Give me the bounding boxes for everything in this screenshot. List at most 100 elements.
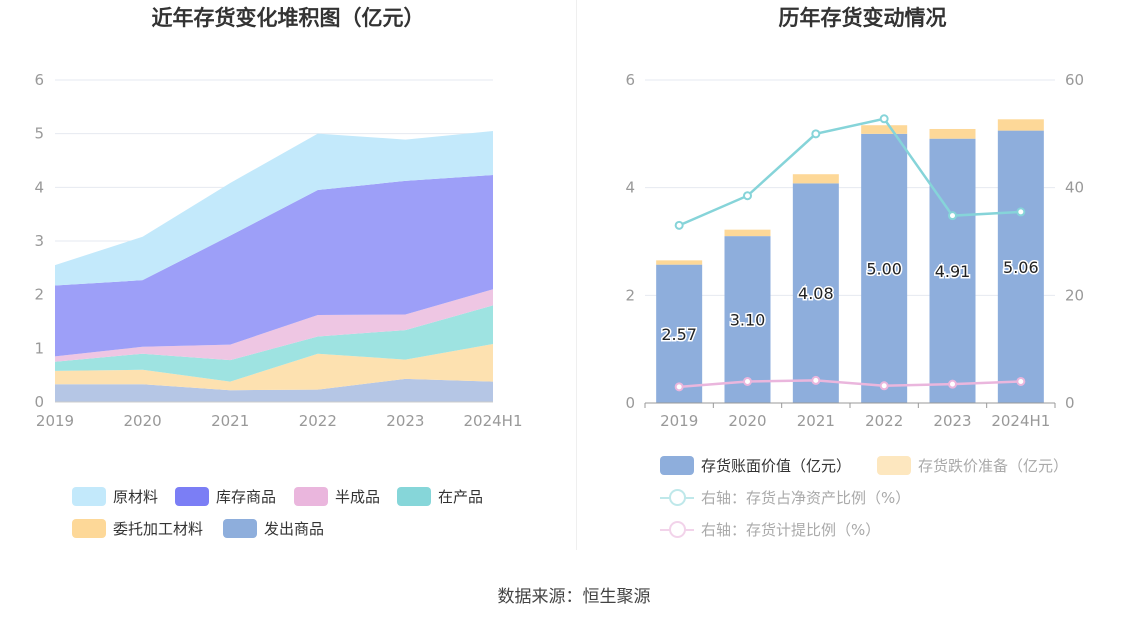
legend-wip[interactable]: 在产品 <box>397 486 483 507</box>
x-tick-label: 2022 <box>865 412 903 430</box>
point-provision <box>743 376 752 386</box>
y-tick-label: 6 <box>625 71 635 89</box>
point-provision <box>948 379 957 389</box>
y2-tick-label: 60 <box>1065 71 1084 89</box>
x-tick-label: 2024H1 <box>464 412 523 430</box>
x-tick-label: 2023 <box>386 412 424 430</box>
legend-raw-material[interactable]: 原材料 <box>72 486 158 507</box>
bar-impairment <box>861 125 908 134</box>
point-ratio <box>879 114 889 124</box>
legend-book-value[interactable]: 存货账面价值（亿元） <box>660 455 851 476</box>
x-tick-label: 2020 <box>728 412 766 430</box>
bar-data-label: 5.00 <box>866 259 902 278</box>
bar-book-value <box>792 183 839 403</box>
bar-book-value <box>724 236 771 403</box>
y-tick-label: 5 <box>34 125 44 143</box>
legend-swatch-semi-finished <box>294 487 328 506</box>
bar-data-label: 4.91 <box>935 262 971 281</box>
right-legend: 存货账面价值（亿元） 存货跌价准备（亿元） 右轴：存货占净资产比例（%） 右轴：… <box>577 0 1148 550</box>
bar-data-label: 4.08 <box>798 284 834 303</box>
legend-swatch-provision-line <box>660 520 694 539</box>
area-semi-finished <box>55 289 493 362</box>
y-tick-label: 1 <box>34 339 44 357</box>
legend-swatch-raw-material <box>72 487 106 506</box>
y-tick-label: 2 <box>625 286 635 304</box>
legend-ratio-line[interactable]: 右轴：存货占净资产比例（%） <box>660 487 910 508</box>
legend-swatch-inventory-goods <box>175 487 209 506</box>
line-ratio <box>678 117 1021 227</box>
legend-swatch-book-value <box>660 456 694 475</box>
y-tick-label: 6 <box>34 71 44 89</box>
y-tick-label: 0 <box>34 393 44 411</box>
legend-label-inventory-goods: 库存商品 <box>216 488 277 506</box>
area-inventory-goods <box>55 174 493 357</box>
legend-label-wip: 在产品 <box>438 488 484 506</box>
bar-book-value <box>656 264 703 403</box>
area-raw-material <box>55 130 493 286</box>
legend-label-impairment: 存货跌价准备（亿元） <box>918 457 1069 475</box>
y2-tick-label: 0 <box>1065 394 1075 412</box>
point-ratio <box>811 129 821 139</box>
y-tick-label: 0 <box>625 394 635 412</box>
area-wip <box>55 305 493 382</box>
legend-label-shipped: 发出商品 <box>264 520 325 538</box>
y-tick-label: 4 <box>625 179 635 197</box>
point-ratio <box>948 211 957 221</box>
x-tick-label: 2020 <box>124 412 162 430</box>
area-shipped <box>55 378 493 402</box>
legend-label-raw-material: 原材料 <box>113 488 159 506</box>
line-provision <box>679 379 1021 389</box>
y-tick-label: 3 <box>34 232 44 250</box>
area-consigned <box>55 344 493 391</box>
legend-impairment[interactable]: 存货跌价准备（亿元） <box>877 455 1068 476</box>
legend-label-consigned: 委托加工材料 <box>113 520 204 538</box>
bar-impairment <box>724 229 771 237</box>
bar-impairment <box>997 119 1044 131</box>
bar-data-label: 5.06 <box>1003 258 1039 277</box>
point-ratio <box>1016 207 1026 217</box>
legend-inventory-goods[interactable]: 库存商品 <box>175 486 276 507</box>
legend-swatch-wip <box>397 487 431 506</box>
bar-book-value <box>929 138 976 403</box>
legend-swatch-shipped <box>223 519 257 538</box>
data-source-note: 数据来源：恒生聚源 <box>497 587 651 607</box>
legend-swatch-impairment <box>877 456 911 475</box>
legend-label-provision-line: 右轴：存货计提比例（%） <box>701 521 881 539</box>
bar-data-label: 2.57 <box>661 325 697 344</box>
left-legend: 原材料 库存商品 半成品 在产品 委托加工材料 发出商品 <box>0 0 576 550</box>
legend-label-book-value: 存货账面价值（亿元） <box>701 457 852 475</box>
point-provision <box>811 375 821 385</box>
point-ratio <box>743 191 752 201</box>
x-tick-label: 2019 <box>660 412 698 430</box>
x-tick-label: 2023 <box>933 412 971 430</box>
left-chart-panel: 近年存货变化堆积图（亿元） 0 1 2 3 4 5 6 2019 2020 2021 2022 202… <box>0 0 576 550</box>
legend-semi-finished[interactable]: 半成品 <box>294 486 380 507</box>
legend-swatch-consigned <box>72 519 106 538</box>
x-tick-label: 2024H1 <box>991 412 1050 430</box>
point-provision <box>879 381 889 391</box>
x-tick-label: 2021 <box>211 412 249 430</box>
x-tick-label: 2022 <box>299 412 337 430</box>
bar-book-value <box>997 130 1044 403</box>
panel-divider <box>576 0 577 550</box>
y2-tick-label: 40 <box>1065 179 1084 197</box>
left-chart-title: 近年存货变化堆积图（亿元） <box>151 6 425 30</box>
legend-label-semi-finished: 半成品 <box>335 488 381 506</box>
bar-impairment <box>792 174 839 184</box>
legend-swatch-ratio-line <box>660 488 694 507</box>
stacked-area-chart: 0 1 2 3 4 5 6 2019 2020 2021 2022 2023 2024H1 <box>34 71 523 430</box>
bar-data-label: 3.10 <box>730 311 766 330</box>
bar-impairment <box>656 260 703 265</box>
y-tick-label: 4 <box>34 178 44 196</box>
legend-provision-line[interactable]: 右轴：存货计提比例（%） <box>660 519 880 540</box>
legend-consigned[interactable]: 委托加工材料 <box>72 518 203 539</box>
y2-tick-label: 20 <box>1065 286 1084 304</box>
legend-shipped[interactable]: 发出商品 <box>223 518 324 539</box>
point-ratio <box>674 220 684 230</box>
bar-impairment <box>929 128 976 139</box>
bar-book-value <box>861 133 908 404</box>
right-chart-panel: 历年存货变动情况 0 2 4 6 0 20 40 60 2.57 3.10 4.08 5.00 4.91… <box>577 0 1148 550</box>
x-tick-label: 2019 <box>36 412 74 430</box>
y-tick-label: 2 <box>34 286 44 304</box>
